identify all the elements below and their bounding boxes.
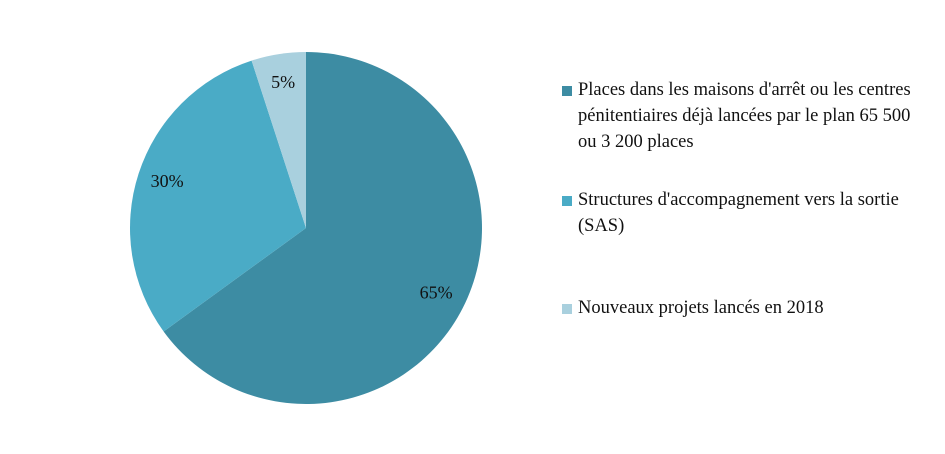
legend-label: Places dans les maisons d'arrêt ou les c… xyxy=(578,80,911,152)
legend-label: Structures d'accompagnement vers la sort… xyxy=(578,190,899,236)
legend: Places dans les maisons d'arrêt ou les c… xyxy=(562,77,932,321)
data-label: 30% xyxy=(151,171,184,191)
legend-swatch xyxy=(562,86,572,96)
pie-slice xyxy=(251,52,306,228)
data-label: 65% xyxy=(420,282,453,302)
legend-item: Structures d'accompagnement vers la sort… xyxy=(562,187,932,239)
pie-slice xyxy=(163,52,483,404)
pie-slice xyxy=(129,60,306,332)
legend-item: Places dans les maisons d'arrêt ou les c… xyxy=(562,77,932,155)
legend-label: Nouveaux projets lancés en 2018 xyxy=(578,298,824,318)
legend-swatch xyxy=(562,196,572,206)
data-label: 5% xyxy=(271,72,295,92)
legend-swatch xyxy=(562,304,572,314)
chart: 65% 30% 5% xyxy=(129,52,483,404)
legend-item: Nouveaux projets lancés en 2018 xyxy=(562,295,932,321)
